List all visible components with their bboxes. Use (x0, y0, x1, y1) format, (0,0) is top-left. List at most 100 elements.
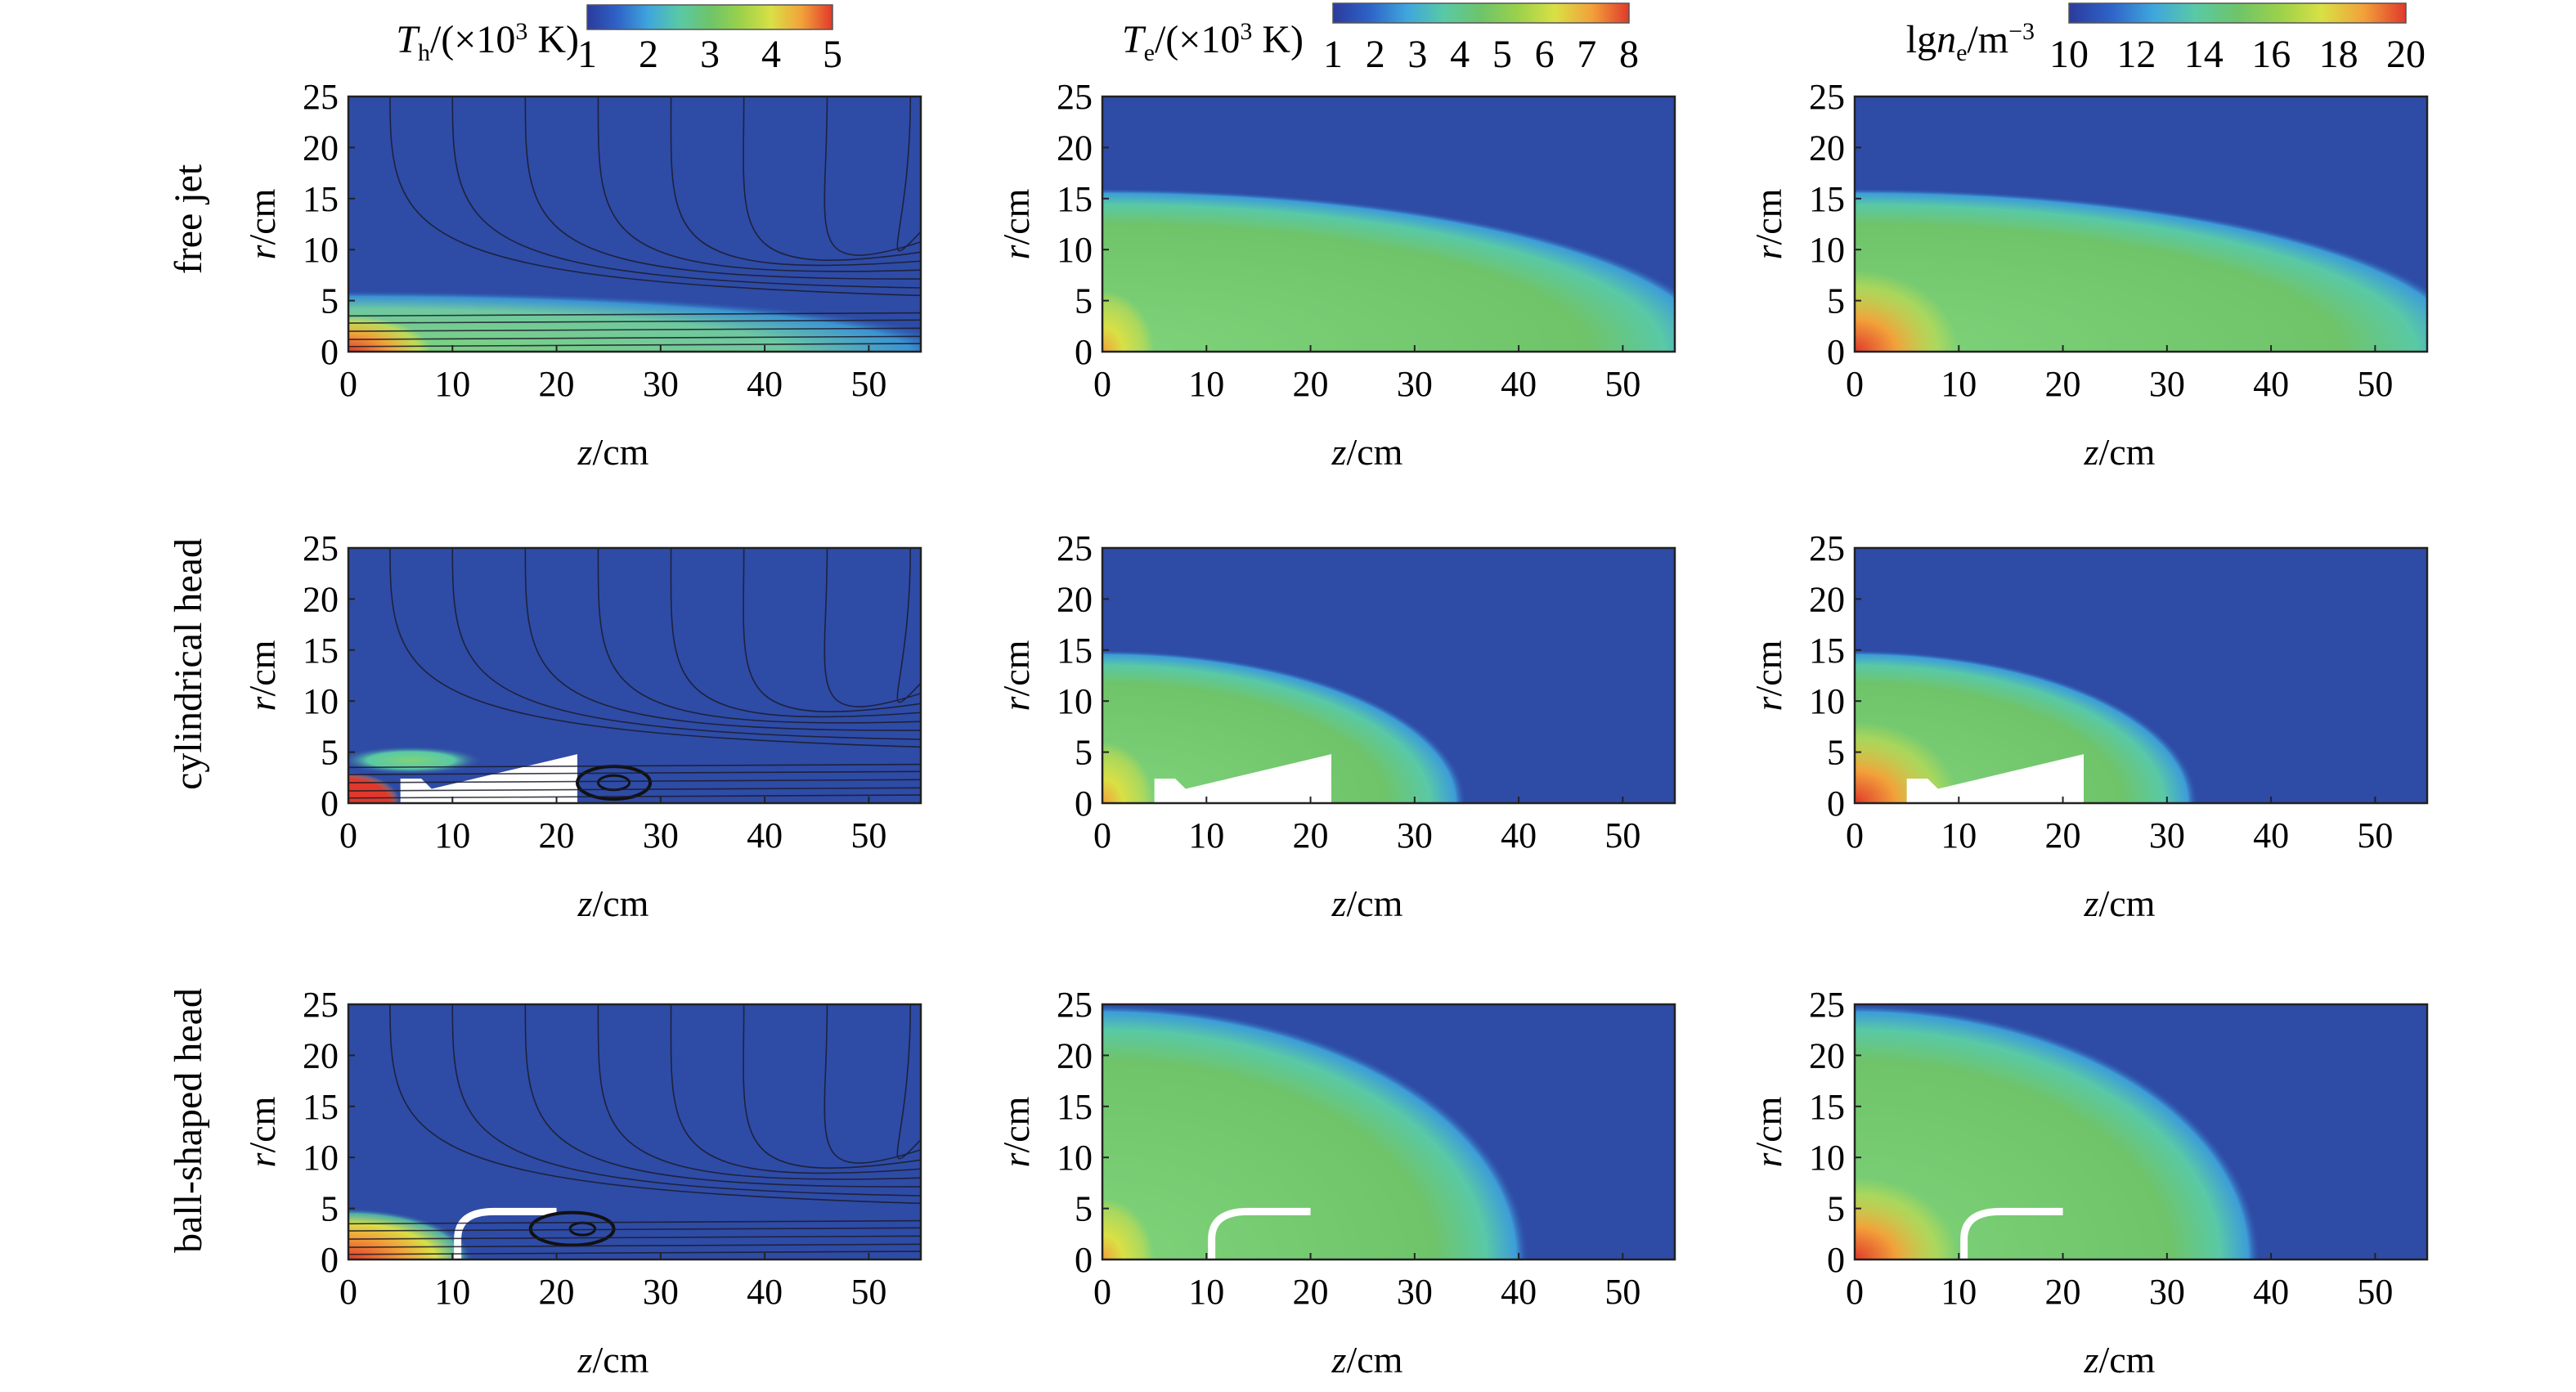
x-tick-label: 0 (339, 364, 357, 404)
colorbar-tick-label: 2 (1366, 33, 1385, 76)
x-tick-label: 50 (1604, 815, 1640, 855)
y-tick-label: 20 (1057, 128, 1093, 168)
heatmap-panel: 0 10 20 30 40 50 0 5 10 15 20 25 z/cm r/cm (241, 985, 922, 1381)
heatmap-panel: 0 10 20 30 40 50 0 5 10 15 20 25 z/cm r/cm (1748, 985, 2429, 1381)
colorbar-tick-label: 18 (2319, 33, 2358, 76)
plot-frame (1853, 546, 2429, 805)
colorbar-tick-label: 5 (1492, 33, 1512, 76)
x-tick-label: 50 (1604, 364, 1640, 404)
x-tick-label: 10 (1188, 364, 1224, 404)
x-tick-label: 40 (747, 364, 783, 404)
colorbar-tick-label: 4 (761, 33, 781, 76)
x-tick-label: 30 (2149, 364, 2185, 404)
colorbar-ne: lgne/m−3 10 12 14 16 18 20 (1906, 2, 2426, 76)
x-axis-label: z/cm (2084, 431, 2156, 473)
x-tick-label: 30 (2149, 815, 2185, 855)
y-tick-label: 0 (1827, 332, 1845, 372)
colorbar-th-label: Th/(×103 K) (396, 18, 579, 66)
field-layer (1102, 97, 1675, 352)
colorbar-tick-label: 12 (2116, 33, 2156, 76)
x-axis-label: z/cm (2084, 1339, 2156, 1381)
plot-frame (1853, 1003, 2429, 1261)
plot-frame (1101, 1003, 1676, 1261)
x-tick-label: 40 (1501, 364, 1537, 404)
y-tick-label: 5 (1075, 733, 1093, 773)
heatmap-field (348, 97, 921, 352)
x-tick-label: 40 (1501, 815, 1537, 855)
y-tick-label: 25 (303, 77, 339, 117)
x-tick-label: 40 (2253, 1272, 2289, 1312)
y-axis-label: r/cm (995, 1096, 1037, 1167)
heatmap-field (348, 548, 921, 803)
x-tick-label: 50 (850, 1272, 886, 1312)
x-tick-label: 10 (1188, 1272, 1224, 1312)
x-tick-label: 20 (2045, 364, 2081, 404)
y-tick-label: 25 (1809, 528, 1845, 568)
x-tick-label: 10 (434, 1272, 470, 1312)
x-tick-label: 30 (643, 364, 679, 404)
plot-frame (1101, 546, 1676, 805)
x-tick-label: 20 (1293, 1272, 1329, 1312)
colorbar-tick-label: 1 (577, 33, 597, 76)
x-tick-label: 10 (434, 364, 470, 404)
row-label-cylindrical-head: cylindrical head (167, 538, 210, 790)
x-tick-label: 10 (1941, 364, 1977, 404)
heatmap-field (1102, 548, 1675, 803)
x-tick-label: 50 (2357, 1272, 2393, 1312)
y-tick-label: 15 (303, 1087, 339, 1127)
x-axis-label: z/cm (1331, 882, 1403, 924)
colorbar-tick-label: 8 (1619, 33, 1639, 76)
x-tick-label: 20 (1293, 364, 1329, 404)
y-tick-label: 25 (1809, 985, 1845, 1025)
colorbar-tick-label: 3 (1407, 33, 1427, 76)
y-tick-label: 20 (1057, 1035, 1093, 1075)
x-tick-label: 20 (539, 364, 575, 404)
y-tick-label: 10 (1057, 681, 1093, 721)
field-layer (1855, 1004, 2427, 1260)
y-tick-label: 10 (1057, 230, 1093, 270)
y-tick-label: 5 (321, 1189, 339, 1229)
row-label-free-jet: free jet (167, 164, 210, 274)
heatmap-field (348, 1004, 921, 1260)
y-tick-label: 10 (303, 681, 339, 721)
x-axis-label: z/cm (2084, 882, 2156, 924)
y-tick-label: 15 (1809, 179, 1845, 219)
y-tick-label: 0 (321, 332, 339, 372)
row-label-ball-shaped-head: ball-shaped head (167, 988, 210, 1253)
x-axis-label: z/cm (1331, 1339, 1403, 1381)
x-tick-label: 10 (1941, 1272, 1977, 1312)
colorbar-tick-label: 6 (1535, 33, 1555, 76)
x-tick-label: 50 (850, 815, 886, 855)
x-tick-label: 40 (2253, 364, 2289, 404)
y-tick-label: 0 (1827, 784, 1845, 824)
colorbar-ne-label: lgne/m−3 (1906, 18, 2035, 66)
heatmap-panel: 0 10 20 30 40 50 0 5 10 15 20 25 z/cm r/cm (241, 528, 922, 924)
heatmap-panel: 0 10 20 30 40 50 0 5 10 15 20 25 z/cm r/cm (1748, 77, 2429, 473)
colorbar-tick-label: 3 (700, 33, 720, 76)
y-axis-label: r/cm (995, 188, 1037, 259)
colorbar-th-gradient (586, 4, 833, 30)
y-tick-label: 0 (321, 1240, 339, 1280)
y-axis-label: r/cm (1748, 1096, 1789, 1167)
colorbar-tick-label: 4 (1450, 33, 1470, 76)
x-tick-label: 20 (1293, 815, 1329, 855)
cylindrical-head-body (1154, 754, 1331, 803)
x-tick-label: 30 (1397, 815, 1433, 855)
heatmap-field (1855, 97, 2427, 352)
x-tick-label: 0 (1846, 364, 1864, 404)
y-tick-label: 5 (321, 733, 339, 773)
colorbar-tick-label: 20 (2386, 33, 2426, 76)
heatmap-panel: 0 10 20 30 40 50 0 5 10 15 20 25 z/cm r/cm (995, 528, 1676, 924)
field-layer (1102, 548, 1675, 803)
colorbar-tick-label: 1 (1323, 33, 1343, 76)
y-tick-label: 10 (303, 1138, 339, 1178)
ball-head-contour (1208, 1207, 1311, 1260)
y-tick-label: 20 (1057, 579, 1093, 619)
heatmap-field (1855, 548, 2427, 803)
x-tick-label: 10 (1188, 815, 1224, 855)
x-tick-label: 0 (339, 815, 357, 855)
cylindrical-head-body (1906, 754, 2084, 803)
heatmap-field (1102, 97, 1675, 352)
x-tick-label: 10 (434, 815, 470, 855)
x-tick-label: 0 (1093, 1272, 1111, 1312)
